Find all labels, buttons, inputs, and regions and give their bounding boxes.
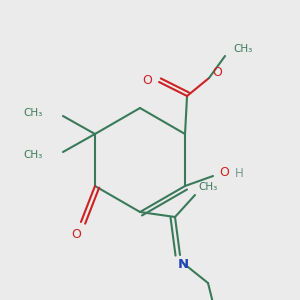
Text: N: N (177, 259, 189, 272)
Text: O: O (71, 227, 81, 241)
Text: CH₃: CH₃ (24, 108, 43, 118)
Text: O: O (219, 166, 229, 178)
Text: CH₃: CH₃ (233, 44, 252, 54)
Text: CH₃: CH₃ (24, 150, 43, 160)
Text: CH₃: CH₃ (198, 182, 217, 192)
Text: H: H (235, 167, 243, 179)
Text: O: O (212, 67, 222, 80)
Text: O: O (142, 74, 152, 88)
